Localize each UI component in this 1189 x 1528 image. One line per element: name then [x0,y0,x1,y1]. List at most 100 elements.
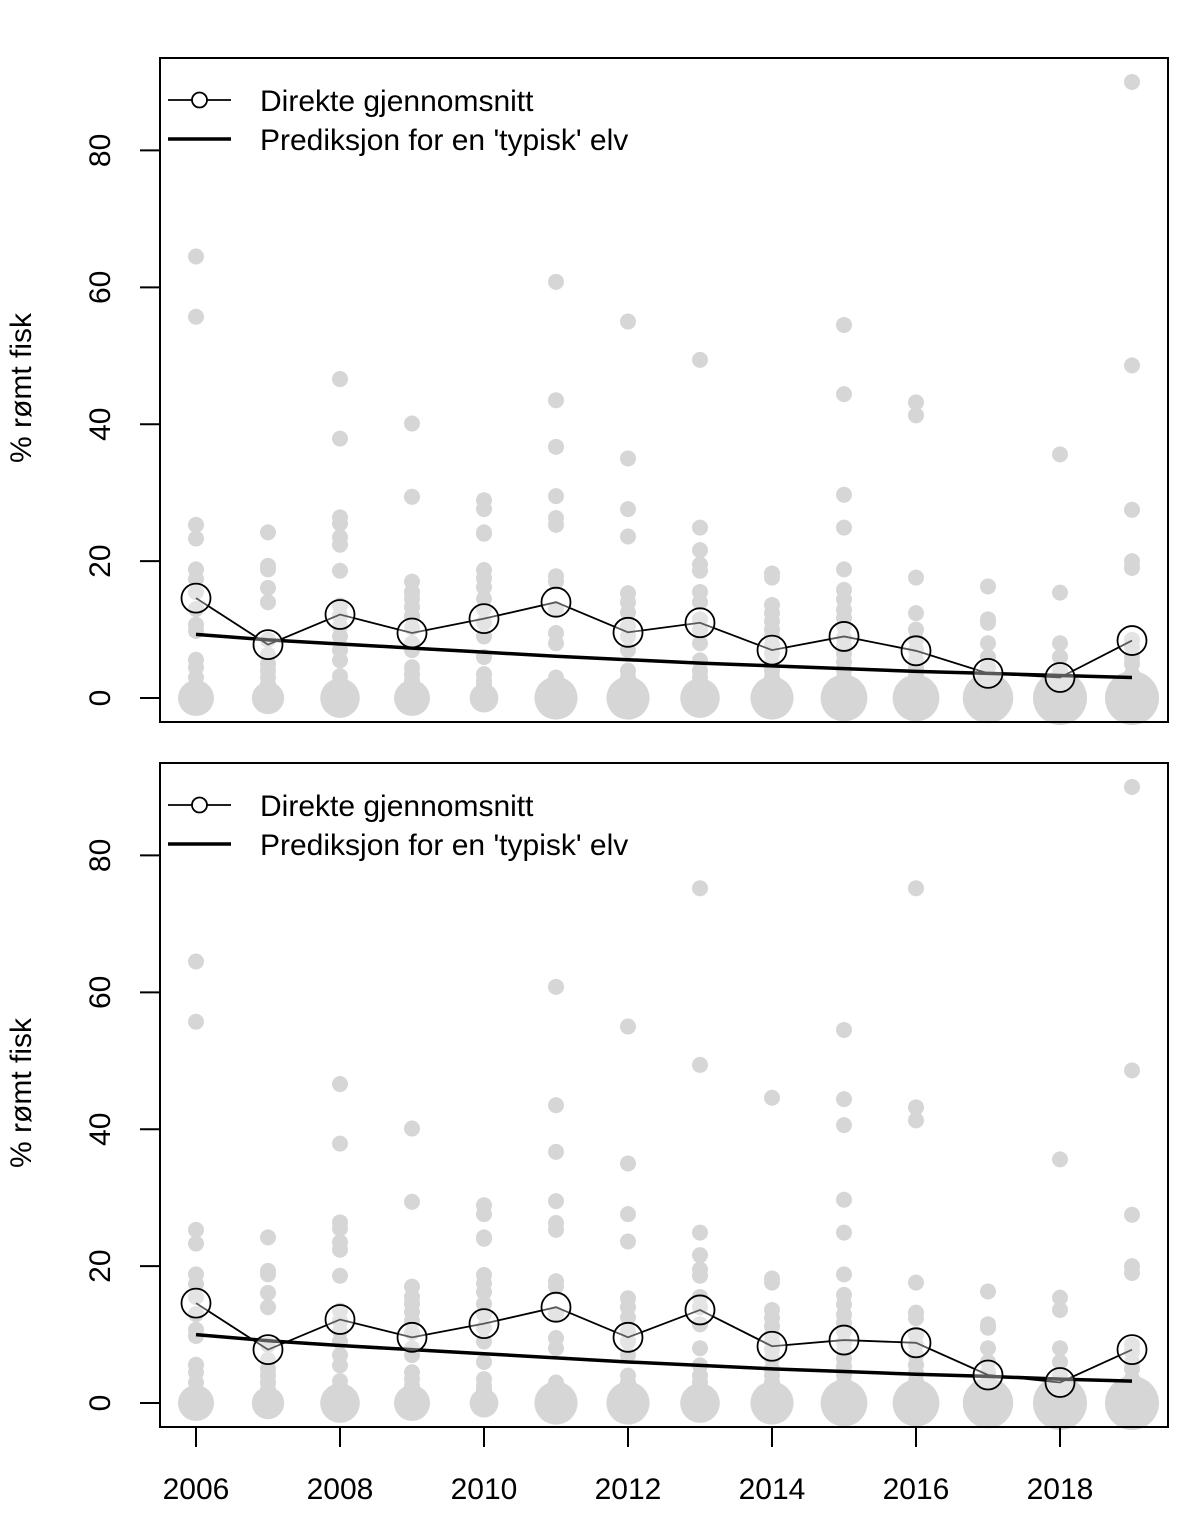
mean-point [612,616,644,648]
observation-point [188,308,204,325]
zero-observation-point [680,678,720,718]
observation-point [620,1206,636,1223]
mean-point [468,1308,500,1340]
observation-point [908,880,924,897]
observation-point [620,604,636,621]
mean-line [195,1302,1133,1384]
observation-point [332,515,348,532]
y-tick-label: 20 [84,544,117,577]
legend-label-prediction: Prediksjon for en 'typisk' elv [260,124,628,157]
x-tick-label: 2018 [1027,1473,1094,1506]
observation-point [620,1309,636,1326]
zero-observation-point [534,1381,578,1425]
mean-line [195,597,1133,679]
observation-point [332,371,348,388]
zero-observation-point [320,678,360,718]
legend-mean-swatch-circle [191,91,208,109]
observation-point [836,486,852,503]
observation-point [476,1206,492,1223]
top-panel: 0 20 40 60 80 % rømt fisk Direkte gjennomsnitt… [5,57,1169,726]
bottom-panel: 0 20 40 60 80 % rømt fisk 2006 2008 2010 2012 2014… [5,762,1169,1506]
observation-point [980,635,996,652]
observation-point [188,1275,204,1292]
y-axis: 0 20 40 60 80 [84,839,160,1411]
observation-point [260,1266,276,1283]
observation-point [1124,73,1140,90]
mean-point [540,586,572,618]
observation-point [620,450,636,467]
observation-point [692,542,708,559]
y-tick-label: 60 [84,976,117,1009]
observation-point [548,392,564,409]
mean-point [972,1359,1004,1391]
x-tick-label: 2006 [163,1473,230,1506]
observation-point [620,1333,636,1350]
observation-point [260,524,276,541]
mean-point [1044,1367,1076,1398]
observation-point [332,1241,348,1258]
observation-point [548,573,564,590]
observation-point [332,430,348,447]
zero-observation-point [178,1385,214,1422]
y-tick-label: 80 [84,134,117,167]
observation-point [764,569,780,586]
zero-observation-point [820,674,868,722]
observation-point [620,501,636,518]
zero-observation-point [1105,671,1159,726]
observation-point [836,1117,852,1134]
observation-point [908,1112,924,1129]
observation-point [836,1224,852,1241]
observation-point [1052,635,1068,652]
observation-point [188,1013,204,1030]
observation-point [332,1357,348,1374]
observation-point [1052,648,1068,665]
observation-point [1124,1206,1140,1223]
observation-point [836,1191,852,1208]
observation-point [1052,584,1068,601]
observation-point [1052,446,1068,463]
mean-point [828,1324,860,1356]
mean-point [756,634,788,666]
observation-point [908,407,924,424]
observation-point [1124,559,1140,576]
mean-point [972,657,1004,689]
mean-point [180,582,212,614]
observation-point [692,519,708,536]
observation-point [548,488,564,505]
observation-point [548,1340,564,1357]
mean-point [324,599,356,630]
observation-point [692,1056,708,1073]
mean-point [180,1287,212,1319]
observation-point [188,248,204,265]
observation-point [1052,1289,1068,1306]
x-tick-label: 2014 [739,1473,806,1506]
observation-point [188,1306,204,1323]
observation-point [1052,1353,1068,1370]
zero-observation-point [750,1381,794,1425]
observation-point [1052,1340,1068,1357]
observation-point [476,1284,492,1301]
observation-points [178,73,1159,726]
legend-label-mean: Direkte gjennomsnitt [260,790,534,823]
observation-point [188,1235,204,1252]
observation-point [980,578,996,595]
zero-observation-point [469,1388,499,1418]
observation-point [332,1267,348,1284]
mean-point [612,1321,644,1353]
observation-point [620,1233,636,1250]
zero-observation-point [962,1377,1014,1429]
y-tick-label: 40 [84,1113,117,1146]
observation-point [548,1278,564,1295]
x-tick-label: 2008 [307,1473,374,1506]
legend: Direkte gjennomsnitt Prediksjon for en 't… [168,85,628,157]
observation-point [1052,1301,1068,1318]
observation-point [1124,1264,1140,1281]
x-axis: 2006 2008 2010 2012 2014 2016 2018 [163,1426,1094,1506]
observation-point [836,386,852,403]
zero-observation-point [534,676,578,720]
mean-point [252,629,284,661]
y-axis: 0 20 40 60 80 [84,134,160,706]
observation-point [764,1089,780,1106]
observation-point [548,1193,564,1210]
